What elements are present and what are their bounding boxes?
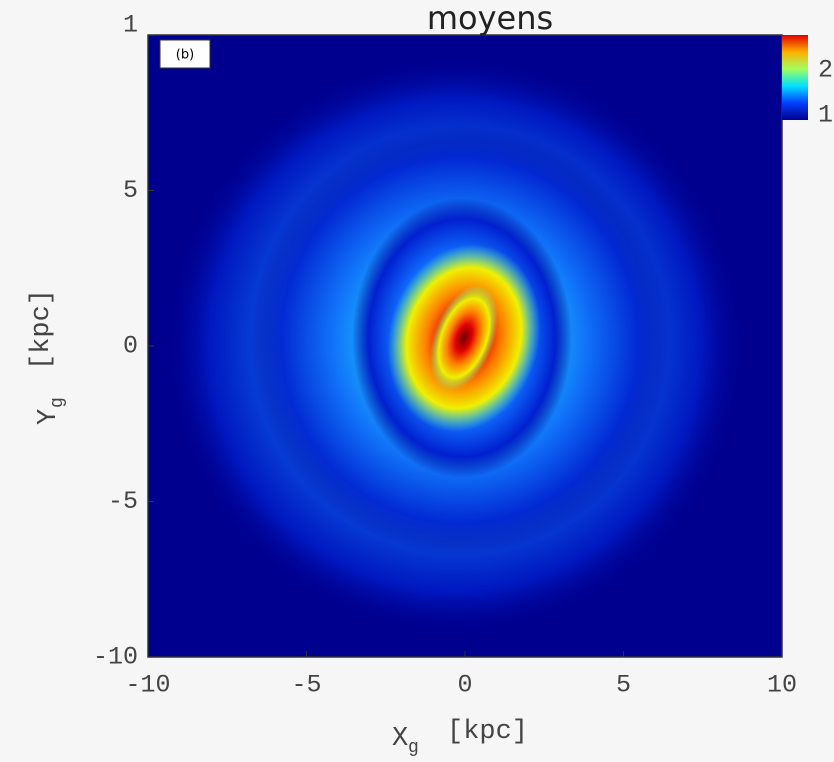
density-map xyxy=(148,35,782,657)
y-axis-label-sub: g xyxy=(48,397,68,408)
panel-label: (b) xyxy=(176,48,194,63)
colorbar-label: 1 xyxy=(818,101,833,130)
y-tick-label: 5 xyxy=(123,176,138,205)
y-tick-label: 0 xyxy=(123,332,138,361)
panel-label-box xyxy=(159,39,211,69)
chart-title: moyens xyxy=(427,0,553,37)
y-tick-label: -10 xyxy=(93,643,138,672)
y-axis-label: Y xyxy=(34,409,64,425)
y-tick-label: -5 xyxy=(108,487,138,516)
colorbar-label: 2 xyxy=(818,56,833,85)
x-axis-label-sub: g xyxy=(408,738,419,758)
colorbar xyxy=(782,35,808,120)
x-axis-label: X xyxy=(392,724,408,754)
x-tick-label: 0 xyxy=(457,671,472,700)
y-tick-label: 1 xyxy=(123,11,138,40)
x-tick-label: -10 xyxy=(125,671,170,700)
x-axis-label-unit: [kpc] xyxy=(447,717,528,747)
x-tick-label: 5 xyxy=(616,671,631,700)
x-tick-label: -5 xyxy=(291,671,321,700)
y-axis-label-unit: [kpc] xyxy=(27,289,57,370)
x-tick-label: 10 xyxy=(767,671,797,700)
